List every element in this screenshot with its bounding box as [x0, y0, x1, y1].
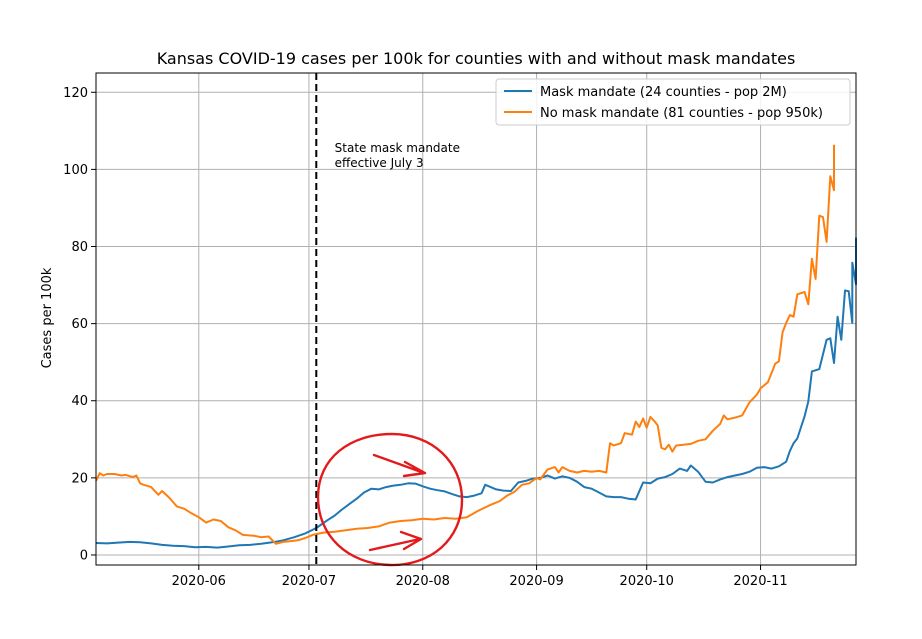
legend-box	[495, 78, 851, 126]
red-circle-markup	[316, 432, 464, 567]
y-tick-label: 0	[80, 548, 88, 563]
x-tick-label: 2020-07	[282, 574, 336, 589]
legend-label-mask: Mask mandate (24 counties - pop 2M)	[540, 85, 787, 100]
y-tick-label: 120	[63, 86, 88, 101]
x-axis: 2020-06 2020-07 2020-08 2020-09 2020-10 2020-…	[172, 565, 788, 589]
y-tick-label: 60	[71, 317, 88, 332]
y-tick-label: 100	[63, 163, 88, 178]
y-axis: 0 20 40 60 80 100 120	[63, 86, 96, 563]
red-arrow-lower	[368, 530, 423, 552]
series-layer	[95, 144, 857, 549]
plot-frame	[95, 72, 857, 566]
series-line-mask-mandate	[95, 237, 857, 549]
y-tick-label: 40	[71, 394, 88, 409]
y-tick-label: 20	[71, 471, 88, 486]
x-tick-label: 2020-10	[620, 574, 674, 589]
y-axis-label: Cases per 100k	[40, 267, 55, 368]
x-tick-label: 2020-11	[733, 574, 787, 589]
annotation-line-1: State mask mandate	[335, 141, 460, 155]
grid	[96, 73, 856, 565]
red-arrow-upper	[372, 453, 427, 478]
chart-title: Kansas COVID-19 cases per 100k for count…	[157, 49, 796, 68]
legend: Mask mandate (24 counties - pop 2M) No m…	[495, 78, 851, 126]
x-tick-label: 2020-09	[509, 574, 563, 589]
annotation-line-2: effective July 3	[335, 156, 424, 170]
mandate-annotation: State mask mandate effective July 3	[335, 141, 464, 170]
x-tick-label: 2020-08	[396, 574, 450, 589]
y-tick-label: 80	[71, 240, 88, 255]
x-tick-label: 2020-06	[172, 574, 226, 589]
legend-label-no-mask: No mask mandate (81 counties - pop 950k)	[540, 106, 823, 121]
red-circle	[316, 432, 464, 567]
series-line-no-mask-mandate	[95, 144, 835, 545]
